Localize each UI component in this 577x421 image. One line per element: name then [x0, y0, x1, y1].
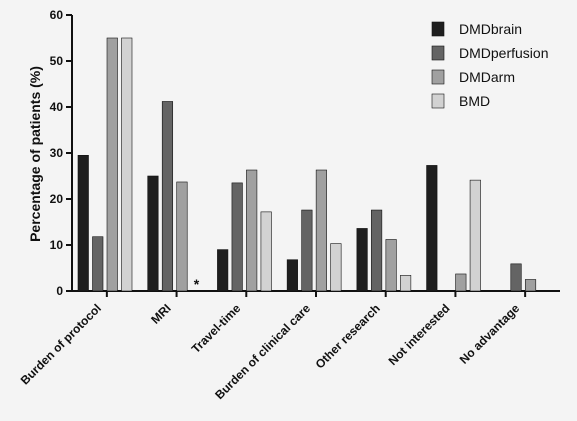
bar-dmdbrain-2 [217, 249, 229, 292]
y-tick-label: 30 [50, 146, 64, 160]
bar-dmdarm-1 [176, 181, 188, 292]
legend-swatch-dmdarm [431, 69, 445, 85]
bar-dmdperfusion-6 [510, 263, 522, 292]
y-tick-label: 10 [50, 238, 64, 252]
x-tick-label: No advantage [457, 301, 523, 367]
bar-dmdbrain-4 [356, 228, 368, 292]
bar-dmdbrain-0 [77, 155, 89, 292]
x-tick-label: Travel-time [189, 301, 244, 356]
legend-swatch-dmdbrain [431, 21, 445, 37]
bar-bmd-0 [121, 37, 133, 292]
legend-label-dmdbrain: DMDbrain [459, 21, 522, 37]
bar-dmdarm-0 [106, 37, 118, 292]
bar-dmdperfusion-4 [371, 209, 383, 292]
y-tick-label: 40 [50, 100, 64, 114]
y-axis-ticks: 0 10 20 30 40 50 60 [50, 8, 72, 298]
y-tick-label: 60 [50, 8, 64, 22]
legend-swatch-dmdperfusion [431, 45, 445, 61]
bar-dmdbrain-3 [286, 259, 298, 292]
annotations-group: * [194, 276, 200, 292]
bar-dmdarm-3 [315, 169, 327, 292]
bar-dmdarm-4 [385, 239, 397, 292]
legend-label-dmdperfusion: DMDperfusion [459, 45, 548, 61]
bar-dmdperfusion-0 [92, 236, 104, 292]
x-tick-label: MRI [148, 301, 173, 326]
legend-label-bmd: BMD [459, 93, 490, 109]
legend-swatch-bmd [431, 93, 445, 109]
bar-dmdbrain-5 [426, 165, 438, 292]
bar-dmdarm-6 [524, 279, 537, 292]
y-tick-label: 50 [50, 54, 64, 68]
y-axis-title: Percentage of patients (%) [27, 66, 43, 242]
legend-label-dmdarm: DMDarm [459, 69, 515, 85]
bar-dmdperfusion-1 [161, 101, 174, 292]
annotation-asterisk: * [194, 276, 200, 292]
bars-group [77, 37, 537, 292]
y-tick-label: 0 [56, 284, 63, 298]
bar-bmd-2 [260, 211, 272, 292]
bar-dmdperfusion-3 [301, 209, 313, 292]
bar-dmdbrain-1 [147, 175, 159, 292]
bar-bmd-5 [469, 179, 481, 292]
bar-bmd-3 [330, 243, 342, 292]
y-tick-label: 20 [50, 192, 64, 206]
bar-dmdarm-5 [455, 273, 467, 292]
x-tick-label: Other research [313, 301, 383, 371]
x-tick-label: Not interested [386, 301, 453, 368]
x-tick-label: Burden of protocol [18, 301, 104, 387]
bar-dmdperfusion-2 [231, 182, 243, 292]
bar-dmdarm-2 [246, 169, 258, 292]
legend: DMDbrain DMDperfusion DMDarm BMD [431, 21, 548, 109]
bar-bmd-4 [400, 275, 412, 292]
